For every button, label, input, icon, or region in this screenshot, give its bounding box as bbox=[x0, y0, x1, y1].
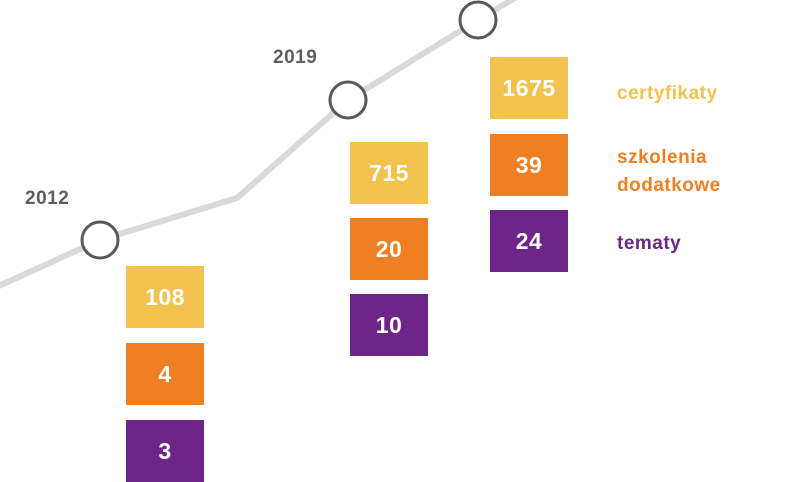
timeline-node-2019 bbox=[328, 80, 368, 120]
year-label-2019: 2019 bbox=[273, 47, 318, 68]
legend-szkolenia: szkolenia dodatkowe bbox=[617, 144, 721, 200]
tematy-count-latest: 24 bbox=[490, 210, 568, 272]
certyfikaty-count-latest: 1675 bbox=[490, 57, 568, 119]
legend-certyfikaty-label: certyfikaty bbox=[617, 83, 718, 104]
legend-tematy: tematy bbox=[617, 230, 681, 258]
legend-szkolenia-line2: dodatkowe bbox=[617, 175, 721, 196]
legend-szkolenia-line1: szkolenia bbox=[617, 147, 708, 168]
szkolenia-count-2012: 4 bbox=[126, 343, 204, 405]
timeline-node-latest bbox=[458, 0, 498, 40]
szkolenia-count-latest: 39 bbox=[490, 134, 568, 196]
tematy-count-2019: 10 bbox=[350, 294, 428, 356]
legend-tematy-label: tematy bbox=[617, 233, 682, 254]
timeline-line bbox=[0, 0, 518, 289]
year-label-2012: 2012 bbox=[25, 188, 70, 209]
certyfikaty-count-2019: 715 bbox=[350, 142, 428, 204]
certyfikaty-count-2012: 108 bbox=[126, 266, 204, 328]
timeline-node-2012 bbox=[80, 220, 120, 260]
tematy-count-2012: 3 bbox=[126, 420, 204, 482]
szkolenia-count-2019: 20 bbox=[350, 218, 428, 280]
timeline bbox=[0, 0, 518, 289]
legend-certyfikaty: certyfikaty bbox=[617, 80, 718, 108]
